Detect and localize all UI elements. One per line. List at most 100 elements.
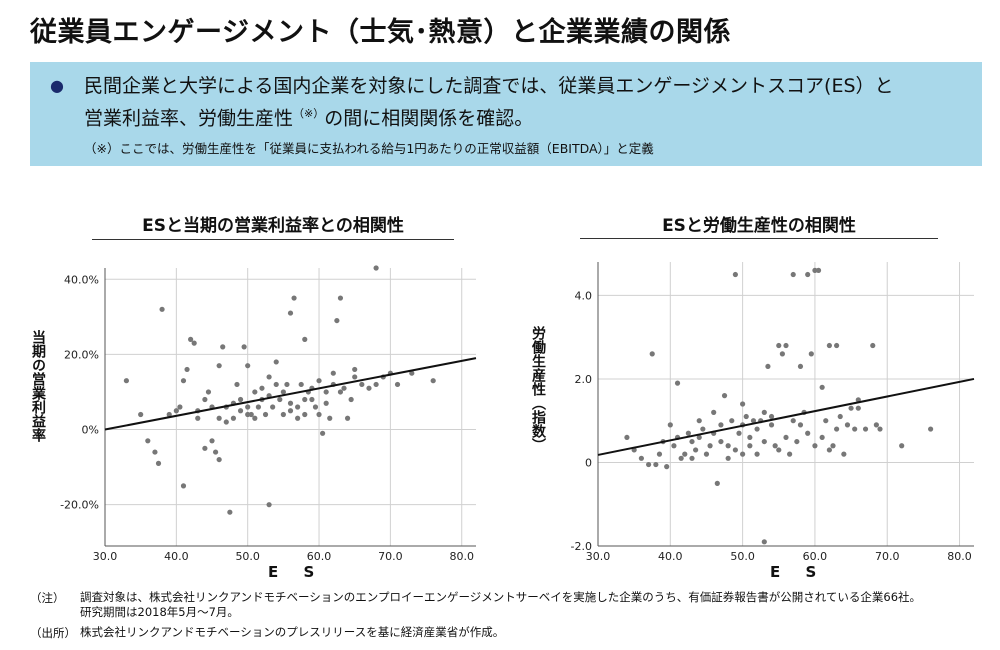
chart1-point <box>245 404 251 410</box>
chart2-point <box>747 443 753 449</box>
chart1-point <box>295 404 301 410</box>
chart2-point <box>834 342 840 349</box>
chart1-point <box>252 389 258 395</box>
chart1-xtick-label: 80.0 <box>449 550 474 563</box>
chart2-point <box>768 422 775 428</box>
chart1-point <box>309 396 315 403</box>
chart2-point <box>747 434 753 441</box>
chart2-point <box>761 409 767 415</box>
chart2-point <box>830 443 836 449</box>
chart1-point <box>252 415 258 421</box>
footnote-tag-source: （出所） <box>30 626 76 640</box>
chart2-point <box>870 342 876 349</box>
chart2-point <box>732 447 738 453</box>
chart1-point <box>262 411 269 418</box>
chart2-point <box>624 434 630 441</box>
chart2-point <box>862 426 869 432</box>
chart1-point <box>430 378 436 384</box>
chart1-point <box>359 381 365 388</box>
chart1-point <box>230 415 237 421</box>
chart2-point <box>783 342 789 349</box>
chart1-point <box>273 359 279 365</box>
chart1-point <box>209 438 215 444</box>
chart1-point <box>273 381 279 388</box>
chart2-point <box>700 426 706 432</box>
chart1-point <box>188 336 194 342</box>
chart2-point <box>667 422 673 428</box>
chart1-point <box>295 415 301 421</box>
chart1-point <box>159 306 165 312</box>
chart2-point <box>852 426 858 432</box>
chart2-point <box>826 447 832 453</box>
chart2-point <box>671 443 677 449</box>
chart2-point <box>819 434 825 441</box>
chart2-point <box>812 443 818 449</box>
chart2-point <box>899 443 905 449</box>
chart2-point <box>689 438 695 445</box>
chart2-point <box>761 438 767 445</box>
chart2-point <box>678 455 684 461</box>
chart2-point <box>707 443 713 449</box>
chart2-xtick-label: 40.0 <box>658 550 683 563</box>
chart1-point <box>270 404 276 410</box>
chart2-point <box>703 451 710 457</box>
chart2-point <box>790 271 796 278</box>
chart2-point <box>649 351 655 357</box>
chart2-point <box>772 443 778 449</box>
chart2-point <box>768 413 775 420</box>
chart1-title-rule <box>92 239 454 240</box>
chart2-point <box>743 413 749 420</box>
chart2-point <box>855 405 861 411</box>
chart2-xtick-label: 60.0 <box>803 550 828 563</box>
chart1-point <box>166 411 172 418</box>
chart2-point <box>823 418 829 424</box>
chart1-point <box>237 408 244 414</box>
chart2-point <box>761 539 767 545</box>
chart1-point <box>287 310 294 316</box>
footnote-line-2: 研究期間は2018年5月～7月。 <box>80 605 239 619</box>
footnote-tag-note: （注） <box>30 591 65 605</box>
chart2-point <box>790 418 796 424</box>
chart2-point <box>754 451 760 457</box>
chart1-point <box>237 396 244 403</box>
chart2-point <box>714 480 720 486</box>
chart1-point <box>302 336 308 342</box>
chart1-point <box>277 396 283 403</box>
chart1-xtick-label: 60.0 <box>307 550 332 563</box>
chart1-title: ESと当期の営業利益率との相関性 <box>142 216 404 236</box>
chart2-point <box>826 342 832 349</box>
chart1-point <box>330 370 336 376</box>
chart1-point <box>344 415 351 421</box>
chart1-point <box>202 445 208 451</box>
chart1-point <box>323 400 329 406</box>
chart2-point <box>736 430 742 436</box>
chart2-ytick-label: 2.0 <box>575 373 593 386</box>
chart2-point <box>841 451 847 457</box>
chart1-point <box>320 430 326 436</box>
chart1-point <box>195 415 201 421</box>
chart1-point <box>287 408 294 414</box>
chart1-point <box>173 408 179 414</box>
chart1-point <box>287 400 294 406</box>
chart2-ylabel: 労働生産性（指数） <box>530 326 546 452</box>
chart1-ytick-label: 40.0% <box>64 273 99 286</box>
chart1-xtick-label: 70.0 <box>378 550 403 563</box>
chart1-point <box>366 385 372 391</box>
chart2-title-rule <box>580 238 938 239</box>
chart2-point <box>873 422 879 428</box>
info-line-2b: の間に相関関係を確認。 <box>324 107 534 130</box>
chart2-point <box>808 351 814 357</box>
chart2-point <box>653 461 659 468</box>
chart2-point <box>646 461 652 468</box>
chart1-xtick-label: 50.0 <box>235 550 260 563</box>
chart2-point <box>776 342 782 349</box>
chart2-point <box>805 271 811 278</box>
chart2-point <box>740 451 746 457</box>
chart2-point <box>754 426 760 432</box>
chart2-point <box>689 455 695 461</box>
chart1-point <box>341 385 347 391</box>
chart1-point <box>216 456 222 463</box>
chart2-xtick-label: 50.0 <box>730 550 755 563</box>
chart1-point <box>302 396 308 403</box>
